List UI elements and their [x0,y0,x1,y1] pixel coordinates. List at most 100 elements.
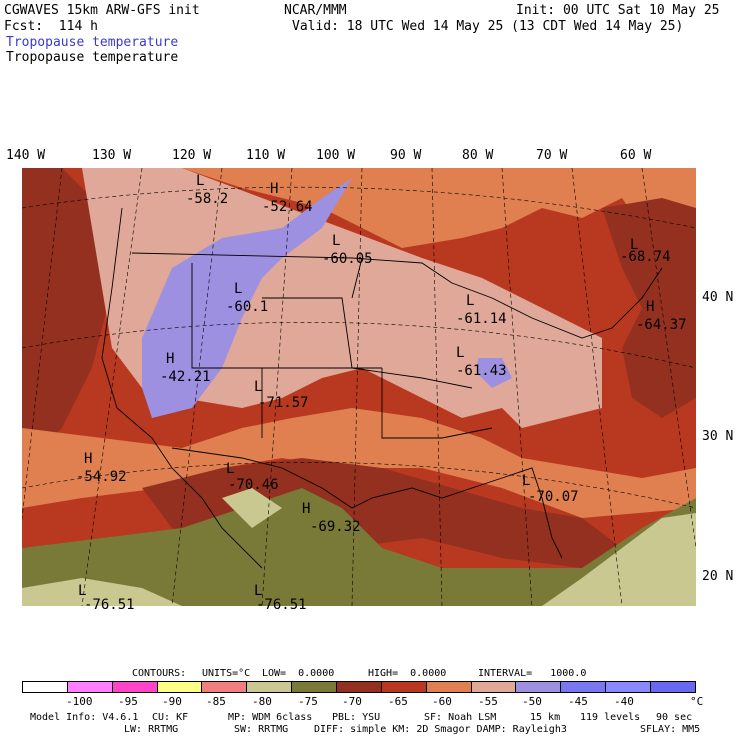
region-olive-south [22,488,696,606]
extremum-type: L [226,461,235,477]
extremum-value: -61.14 [456,311,507,327]
region-khaki-mexico [222,488,282,528]
lon-label: 140 W [6,148,46,163]
valid-time: Valid: 18 UTC Wed 14 May 25 (13 CDT Wed … [292,19,684,34]
colorbar-label: -55 [478,695,498,708]
extremum-value: -60.1 [226,299,269,315]
region-khaki-southwest [22,578,182,606]
lon-label: 110 W [246,148,286,163]
colorbar-cell [337,682,382,692]
region-deep-red-west [22,168,112,468]
colorbar-cell [471,682,517,692]
lon-label: 90 W [390,148,422,163]
extremum-type: H [166,351,175,367]
colorbar [22,681,696,693]
colorbar-unit: °C [690,695,704,708]
extremum-value: -70.46 [228,477,279,493]
extremum-type: L [78,583,87,599]
boundaries [101,207,663,569]
colorbar-label: -80 [252,695,272,708]
extremum-type: L [456,345,465,361]
forecast-hour: Fcst: 114 h [4,19,98,34]
footer-item: SFLAY: MM5 [640,724,701,735]
colorbar-cell [247,682,293,692]
lat-label: 20 N [702,569,734,584]
lon-label: 100 W [316,148,356,163]
region-lavender-lakes [477,358,512,388]
colorbar-label: -100 [66,695,93,708]
lon-label: 130 W [92,148,132,163]
extremum-value: -71.57 [258,395,309,411]
extremum-type: L [196,173,205,189]
extremum-type: H [302,501,311,517]
colorbar-label: -45 [568,695,588,708]
colorbar-label: -70 [342,695,362,708]
region-khaki-southeast [542,513,696,606]
footer-item: LW: RRTMG [124,724,179,735]
graticule [22,168,696,606]
extremum-type: H [646,299,655,315]
colorbar-cell [157,682,203,692]
colorbar-cell [426,682,472,692]
colorbar-cell [606,682,652,692]
colorbar-cell [292,682,338,692]
lon-label: 80 W [462,148,494,163]
colorbar-cell [561,682,607,692]
footer-item: PBL: YSU [332,712,381,723]
colorbar-label: -85 [206,695,226,708]
field-title: Tropopause temperature [6,50,179,65]
extremum-value: -76.51 [84,597,135,613]
extremum-value: -69.32 [310,519,361,535]
extremum-type: L [332,233,341,249]
extremum-value: -76.51 [256,597,307,613]
colorbar-label: -95 [118,695,138,708]
colorbar-cell [651,682,695,692]
footer-item: 119 levels [580,712,641,723]
footer-item: SF: Noah LSM [424,712,497,723]
lat-label: 30 N [702,429,734,444]
extremum-type: L [466,293,475,309]
colorbar-label: -90 [162,695,182,708]
extremum-value: -58.2 [186,191,229,207]
extremum-type: L [234,281,243,297]
colorbar-cell [23,682,68,692]
footer-item: Model Info: V4.6.1 [30,712,139,723]
extremum-value: -54.92 [76,469,127,485]
colorbar-label: -40 [614,695,634,708]
colorbar-cell [516,682,562,692]
lon-label: 60 W [620,148,652,163]
extremum-type: L [254,583,263,599]
extremum-type: L [522,473,531,489]
region-deep-red-northeast [602,198,696,418]
extremum-value: -61.43 [456,363,507,379]
lon-label: 120 W [172,148,212,163]
extremum-type: L [254,379,263,395]
contour-label: CONTOURS: [132,668,187,679]
colorbar-cell [202,682,248,692]
colorbar-label: -60 [432,695,452,708]
extremum-value: -64.37 [636,317,687,333]
contour-units: UNITS=°C [202,668,251,679]
field-title-colored: Tropopause temperature [6,35,179,50]
extremum-value: -70.07 [528,489,579,505]
colorbar-label: -65 [388,695,408,708]
footer-item: 15 km [530,712,561,723]
contour-high: HIGH= 0.0000 [368,668,447,679]
extremum-value: -68.74 [620,249,671,265]
contour-low: LOW= 0.0000 [262,668,335,679]
footer-item: DIFF: simple KM: 2D Smagor DAMP: Rayleig… [314,724,567,735]
contour-interval: INTERVAL= 1000.0 [478,668,587,679]
extremum-value: -52.64 [262,199,313,215]
footer-item: 90 sec [656,712,693,723]
map-plot [22,168,696,606]
extremum-type: L [630,237,639,253]
model-title: CGWAVES 15km ARW-GFS init [4,3,200,18]
colorbar-label: -75 [298,695,318,708]
footer-item: SW: RRTMG [234,724,289,735]
region-orange-north [62,168,696,248]
lat-label: 40 N [702,290,734,305]
region-lavender-rockies [142,178,352,418]
extremum-value: -60.05 [322,251,373,267]
footer-item: CU: KF [152,712,189,723]
colorbar-cell [112,682,158,692]
